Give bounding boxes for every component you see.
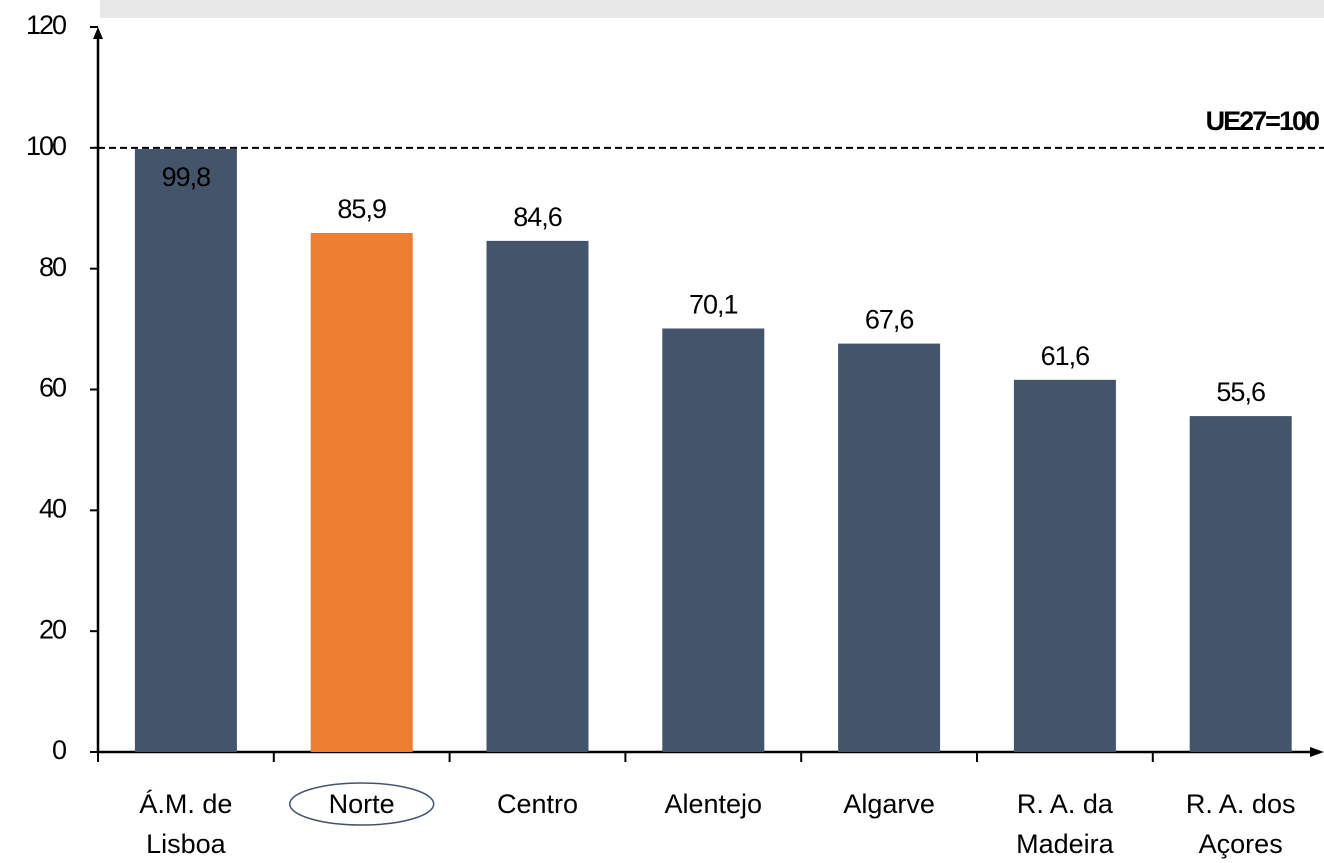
highlight-ellipse [288,782,435,826]
x-tick-label: R. A. dos Açores [1185,789,1296,859]
data-label: 67,6 [865,305,914,335]
data-label: 99,8 [162,162,211,192]
data-label: 85,9 [337,194,386,224]
y-tick-label: 100 [26,131,66,161]
x-axis-arrow [1310,747,1324,757]
x-tick-label: Algarve [843,789,935,819]
data-label: 84,6 [513,202,562,232]
x-tick-label: Norte [328,789,395,819]
y-tick-label: 20 [39,614,66,644]
bar [134,149,237,752]
y-tick-label: 80 [39,252,66,282]
y-tick-label: 40 [39,493,66,523]
x-tick-label: Á.M. de Lisboa [139,789,233,859]
y-tick-label: 0 [52,735,66,765]
title-band [100,0,1324,18]
bar [310,233,413,753]
y-tick-label: 120 [26,10,66,40]
reference-label: UE27=100 [1206,106,1319,136]
data-label: 61,6 [1041,341,1090,371]
y-axis-arrow [93,27,103,39]
x-tick-label: R. A. da Madeira [1016,789,1114,859]
bar [662,328,765,752]
y-tick-label: 60 [39,373,66,403]
x-tick-label: Alentejo [664,789,763,819]
x-tick-label: Centro [496,789,579,819]
bar [1013,379,1116,752]
bar [838,343,941,752]
data-label: 70,1 [689,290,738,320]
bar [486,240,589,752]
data-label: 55,6 [1216,377,1265,407]
bar [1189,416,1292,752]
